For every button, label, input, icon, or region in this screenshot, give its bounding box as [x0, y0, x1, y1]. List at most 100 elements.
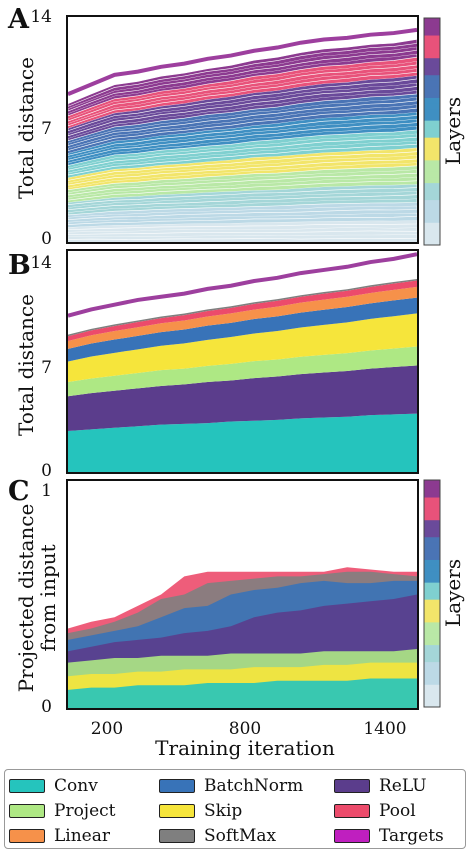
colorbar-band — [424, 80, 440, 87]
panel-a-layer-area — [68, 223, 417, 233]
colorbar-band — [424, 120, 440, 127]
colorbar-band — [424, 655, 440, 663]
panel-a-layer-area — [68, 216, 417, 228]
panel-a-layer-area — [68, 230, 417, 237]
panel-c-xtick-1400: 1400 — [363, 719, 406, 739]
panel-a-layer-area — [68, 158, 417, 188]
colorbar-band — [424, 542, 440, 549]
colorbar-band — [424, 199, 440, 206]
legend-swatch-softmax — [159, 828, 195, 843]
colorbar-band — [424, 536, 440, 543]
colorbar-band — [424, 86, 440, 93]
panel-c-area-conv — [68, 678, 417, 708]
colorbar-band — [424, 108, 440, 115]
colorbar-band — [424, 491, 440, 498]
panel-b-ytick-7: 7 — [41, 358, 52, 378]
panel-b-top-line — [67, 252, 418, 318]
legend-label-linear: Linear — [54, 825, 110, 846]
colorbar-band — [424, 553, 440, 560]
panel-b-area-batchnorm — [68, 297, 417, 362]
colorbar-band — [424, 576, 440, 583]
legend-swatch-batchnorm — [159, 778, 195, 793]
colorbar-band — [424, 519, 440, 526]
legend-item-conv: Conv — [9, 773, 159, 798]
panel-b-area-linear — [68, 286, 417, 349]
plot-c — [66, 479, 419, 710]
panel-b-area-conv — [68, 413, 417, 472]
colorbar-band — [424, 18, 440, 25]
colorbar-band — [424, 565, 440, 572]
panel-a-layer-area — [68, 173, 417, 198]
panel-c-ylabel-line2: from input — [36, 544, 60, 651]
panel-b-ytick-0: 0 — [41, 461, 52, 481]
legend: Conv BatchNorm ReLU Project Skip Pool Li… — [4, 769, 466, 849]
panel-c-xtick-200: 200 — [91, 719, 123, 739]
panel-a-layer-area — [68, 50, 417, 114]
colorbar-band — [424, 210, 440, 218]
panel-a-layer-area — [68, 115, 417, 158]
colorbar-band — [424, 593, 440, 600]
colorbar-band — [424, 148, 440, 155]
legend-label-softmax: SoftMax — [204, 825, 277, 846]
panel-b-area-softmax — [68, 278, 417, 337]
panel-label-a: A — [7, 4, 30, 35]
panel-c-xtick-800: 800 — [229, 719, 261, 739]
legend-item-linear: Linear — [9, 823, 159, 848]
colorbar-band — [424, 616, 440, 623]
legend-item-project: Project — [9, 798, 159, 823]
plot-b — [66, 249, 419, 474]
panel-b-frame — [66, 249, 419, 474]
panel-c-ylabel-line1: Projected distance — [14, 504, 38, 693]
panel-a-layer-area — [68, 165, 417, 193]
colorbar-band — [424, 633, 440, 640]
legend-item-batchnorm: BatchNorm — [159, 773, 334, 798]
panel-a-ylabel: Total distance — [14, 57, 38, 199]
colorbar-band — [424, 684, 440, 691]
legend-label-batchnorm: BatchNorm — [204, 775, 304, 796]
panel-a-layer-area — [68, 151, 417, 183]
colorbar-band — [424, 695, 440, 702]
colorbar-band — [424, 233, 440, 240]
legend-swatch-project — [9, 803, 45, 818]
panel-a-layer-area — [68, 144, 417, 178]
panel-a-layer-area — [68, 86, 417, 139]
panel-a-layer-area — [68, 187, 417, 208]
panel-c-colorbar-label: Layers — [441, 559, 465, 627]
panel-a-ytick-7: 7 — [41, 119, 52, 139]
panel-a-layer-area — [68, 64, 417, 124]
panel-a-ytick-14: 14 — [30, 7, 52, 27]
colorbar-band — [424, 125, 440, 132]
legend-item-relu: ReLU — [334, 773, 469, 798]
panel-a-layer-area — [68, 100, 417, 149]
colorbar-band — [424, 570, 440, 577]
colorbar-band — [424, 667, 440, 674]
colorbar-band — [424, 587, 440, 594]
panel-a-layer-area — [68, 202, 417, 218]
panel-c-colorbar — [423, 479, 441, 708]
colorbar-band — [424, 514, 440, 521]
panel-label-b: B — [8, 250, 31, 281]
panel-a-layer-area — [68, 137, 417, 173]
legend-label-conv: Conv — [54, 775, 98, 796]
panel-b-ylabel: Total distance — [14, 294, 38, 436]
panel-a-layer-area — [68, 194, 417, 213]
colorbar-band — [424, 661, 440, 668]
colorbar-band — [424, 644, 440, 651]
colorbar-band — [424, 46, 440, 53]
legend-swatch-targets — [334, 828, 370, 843]
colorbar-band — [424, 610, 440, 617]
colorbar-band — [424, 69, 440, 76]
panel-a-layer-area — [68, 180, 417, 203]
colorbar-band — [424, 627, 440, 634]
colorbar-band — [424, 222, 440, 229]
panel-b-stacked-areas — [68, 278, 417, 472]
panel-a-frame — [66, 15, 419, 244]
colorbar-band — [424, 689, 440, 697]
colorbar-band — [424, 672, 440, 680]
legend-swatch-relu — [334, 778, 370, 793]
colorbar-band — [424, 508, 440, 515]
colorbar-band — [424, 91, 440, 98]
colorbar-band — [424, 171, 440, 178]
panel-a-layer-area — [68, 129, 417, 169]
legend-swatch-skip — [159, 803, 195, 818]
